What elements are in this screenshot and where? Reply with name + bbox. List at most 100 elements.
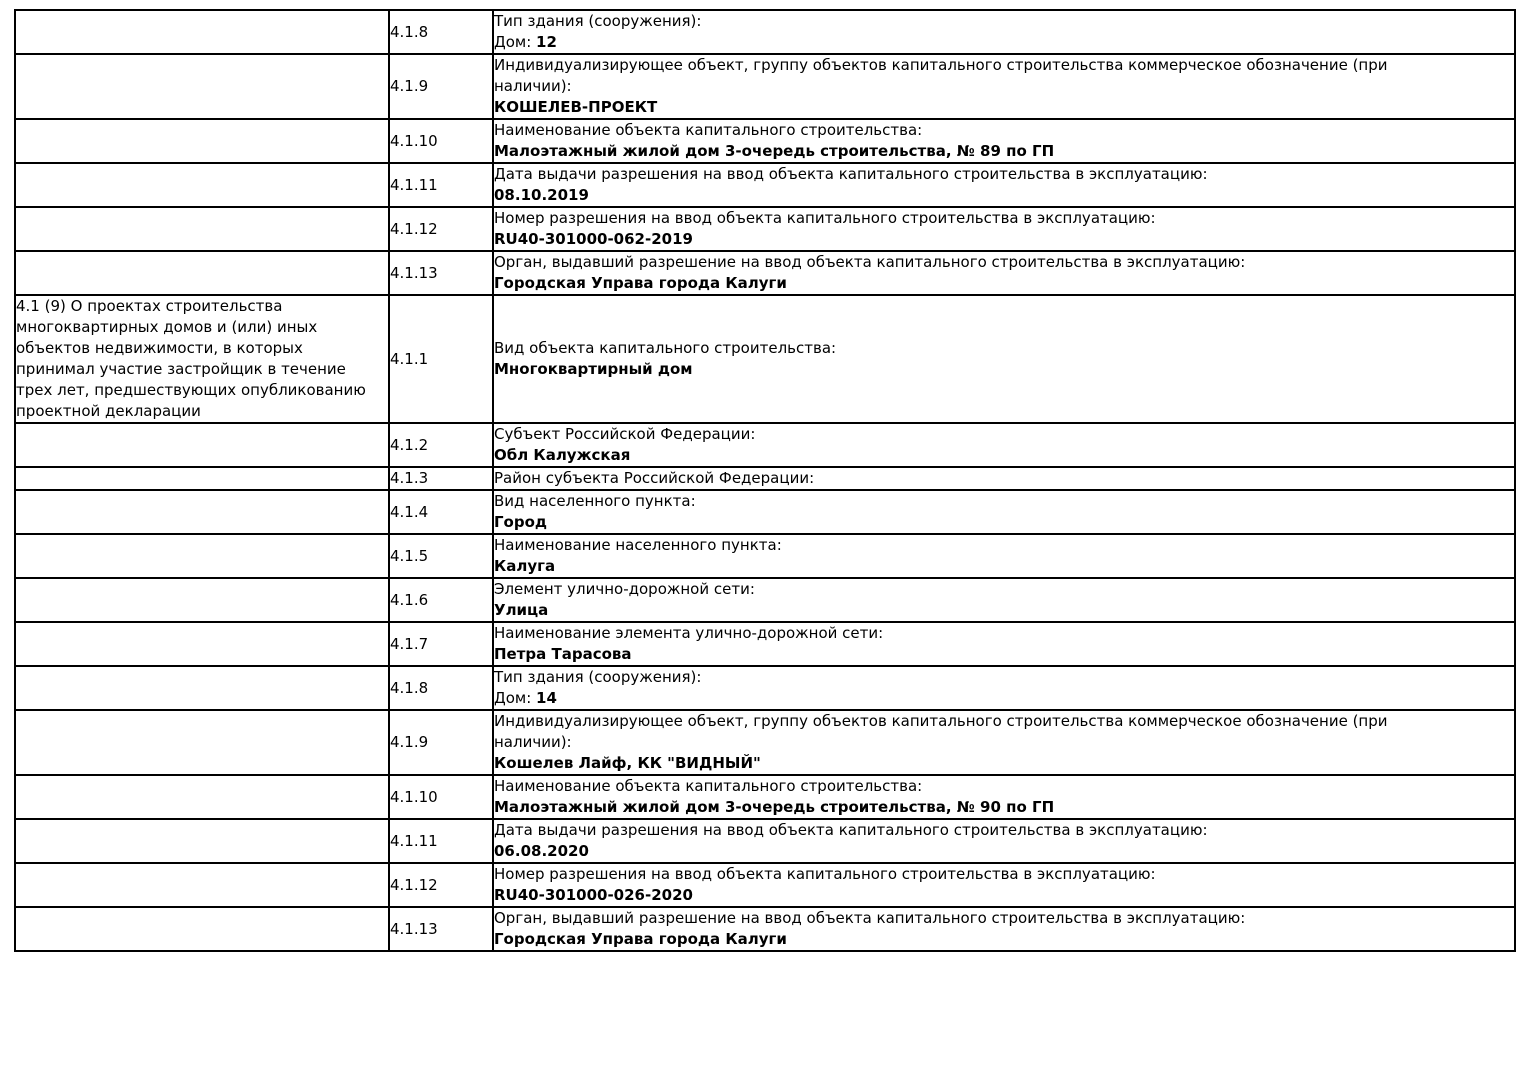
section-cell <box>14 862 390 908</box>
row-code: 4.1.7 <box>390 634 429 653</box>
row-code: 4.1.1 <box>390 349 429 368</box>
code-cell: 4.1.6 <box>388 577 494 623</box>
field-value: Дом: 14 <box>494 688 1513 708</box>
table-row: 4.1.6 Элемент улично-дорожной сети: Улиц… <box>14 577 1516 623</box>
field-value: Улица <box>495 600 1513 620</box>
field-label: Номер разрешения на ввод объекта капитал… <box>494 209 1156 227</box>
field-value: Многоквартирный дом <box>495 359 1513 380</box>
field-label: Наименование элемента улично-дорожной се… <box>494 624 884 642</box>
row-code: 4.1.9 <box>390 77 429 95</box>
code-cell: 4.1.7 <box>388 621 494 667</box>
field-value-text: Городская Управа города Калуги <box>494 274 787 292</box>
code-cell: 4.1.3 <box>388 466 494 491</box>
field-value: Городская Управа города Калуги <box>494 273 1513 293</box>
section-cell <box>14 422 390 468</box>
content-cell: Наименование элемента улично-дорожной се… <box>492 621 1516 667</box>
section-cell <box>14 118 390 164</box>
row-code: 4.1.8 <box>390 22 429 41</box>
row-code: 4.1.5 <box>390 546 429 565</box>
code-cell: 4.1.11 <box>388 162 494 208</box>
code-cell: 4.1.13 <box>388 906 494 952</box>
field-value-text: Петра Тарасова <box>494 645 632 663</box>
row-code: 4.1.11 <box>390 831 438 850</box>
field-label: Элемент улично-дорожной сети: <box>494 580 755 598</box>
field-label: Наименование объекта капитального строит… <box>494 777 923 795</box>
field-label: Тип здания (сооружения): <box>494 12 702 30</box>
section-cell <box>14 818 390 864</box>
row-code: 4.1.9 <box>390 733 429 751</box>
table-row: 4.1.10 Наименование объекта капитального… <box>14 118 1516 164</box>
field-value-text: Малоэтажный жилой дом 3-очередь строител… <box>494 142 1055 160</box>
table-row: 4.1 (9) О проектах строительства многокв… <box>14 294 1516 424</box>
field-value-text: Малоэтажный жилой дом 3-очередь строител… <box>494 798 1055 816</box>
code-cell: 4.1.10 <box>388 118 494 164</box>
table-row: 4.1.12 Номер разрешения на ввод объекта … <box>14 206 1516 252</box>
section-cell <box>14 9 390 55</box>
table-row: 4.1.11 Дата выдачи разрешения на ввод об… <box>14 818 1516 864</box>
section-cell <box>14 206 390 252</box>
content-cell: Наименование населенного пункта: Калуга <box>492 533 1516 579</box>
field-value-text: 12 <box>536 33 557 51</box>
content-cell: Дата выдачи разрешения на ввод объекта к… <box>492 818 1516 864</box>
field-value: Малоэтажный жилой дом 3-очередь строител… <box>494 141 1513 161</box>
field-label: Дата выдачи разрешения на ввод объекта к… <box>494 165 1208 183</box>
table-row: 4.1.3 Район субъекта Российской Федераци… <box>14 466 1516 491</box>
code-cell: 4.1.12 <box>388 206 494 252</box>
field-value: Малоэтажный жилой дом 3-очередь строител… <box>494 797 1513 817</box>
row-code: 4.1.4 <box>390 502 429 521</box>
field-value-text: Калуга <box>494 557 556 575</box>
row-code: 4.1.2 <box>390 435 429 454</box>
row-code: 4.1.10 <box>390 131 438 150</box>
section-cell <box>14 466 390 491</box>
section-cell <box>14 533 390 579</box>
content-cell: Индивидуализирующее объект, группу объек… <box>492 709 1516 776</box>
section-cell <box>14 577 390 623</box>
table-row: 4.1.13 Орган, выдавший разрешение на вво… <box>14 250 1516 296</box>
content-cell: Индивидуализирующее объект, группу объек… <box>492 53 1516 120</box>
section-cell: 4.1 (9) О проектах строительства многокв… <box>14 294 390 424</box>
code-cell: 4.1.4 <box>388 489 494 535</box>
field-value-text: 14 <box>536 689 557 707</box>
table-row: 4.1.10 Наименование объекта капитального… <box>14 774 1516 820</box>
section-cell <box>14 665 390 711</box>
field-label: Орган, выдавший разрешение на ввод объек… <box>494 253 1246 271</box>
field-value-prefix: Дом: <box>494 689 537 707</box>
row-code: 4.1.8 <box>390 678 429 697</box>
content-cell: Наименование объекта капитального строит… <box>492 774 1516 820</box>
code-cell: 4.1.5 <box>388 533 494 579</box>
content-cell: Тип здания (сооружения): Дом: 12 <box>492 9 1516 55</box>
code-cell: 4.1.13 <box>388 250 494 296</box>
field-value: Петра Тарасова <box>494 644 1513 664</box>
field-value: Дом: 12 <box>495 32 1513 52</box>
declaration-table: 4.1.8 Тип здания (сооружения): Дом: 12 4… <box>14 9 1516 952</box>
content-cell: Тип здания (сооружения): Дом: 14 <box>492 665 1516 711</box>
code-cell: 4.1.11 <box>388 818 494 864</box>
field-value: RU40-301000-062-2019 <box>495 229 1513 249</box>
field-value-text: Обл Калужская <box>494 446 631 464</box>
field-value: 08.10.2019 <box>495 185 1513 205</box>
field-value: КОШЕЛЕВ-ПРОЕКТ <box>495 97 1513 117</box>
field-value: Кошелев Лайф, КК "ВИДНЫЙ" <box>495 753 1513 773</box>
section-cell <box>14 709 390 776</box>
code-cell: 4.1.8 <box>388 9 494 55</box>
field-label: Орган, выдавший разрешение на ввод объек… <box>494 909 1246 927</box>
field-label: Вид объекта капитального строительства: <box>494 339 837 357</box>
field-label: Индивидуализирующее объект, группу объек… <box>494 712 1388 751</box>
code-cell: 4.1.8 <box>388 665 494 711</box>
content-cell: Субъект Российской Федерации: Обл Калужс… <box>492 422 1516 468</box>
content-cell: Район субъекта Российской Федерации: <box>492 466 1516 491</box>
field-value: Калуга <box>494 556 1513 576</box>
field-label: Субъект Российской Федерации: <box>494 425 756 443</box>
code-cell: 4.1.12 <box>388 862 494 908</box>
table-row: 4.1.11 Дата выдачи разрешения на ввод об… <box>14 162 1516 208</box>
field-label: Наименование объекта капитального строит… <box>494 121 923 139</box>
table-row: 4.1.2 Субъект Российской Федерации: Обл … <box>14 422 1516 468</box>
field-value: RU40-301000-026-2020 <box>495 885 1513 905</box>
field-label: Тип здания (сооружения): <box>494 668 702 686</box>
code-cell: 4.1.9 <box>388 709 494 776</box>
field-label: Номер разрешения на ввод объекта капитал… <box>494 865 1156 883</box>
field-label: Дата выдачи разрешения на ввод объекта к… <box>494 821 1208 839</box>
table-row: 4.1.8 Тип здания (сооружения): Дом: 14 <box>14 665 1516 711</box>
field-value-text: 06.08.2020 <box>494 842 589 860</box>
code-cell: 4.1.10 <box>388 774 494 820</box>
